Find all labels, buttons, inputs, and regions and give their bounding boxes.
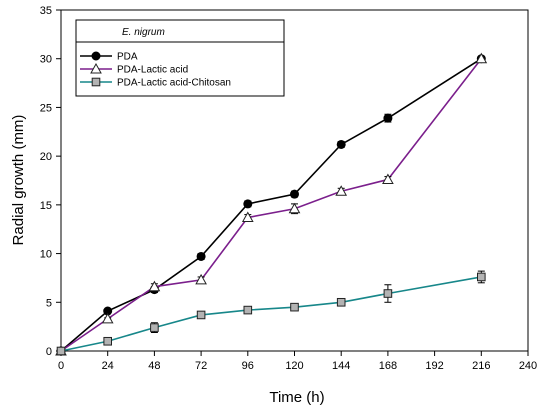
x-tick-label: 0: [58, 360, 64, 372]
y-tick-label: 20: [40, 151, 52, 163]
x-tick-label: 240: [519, 360, 537, 372]
x-tick-label: 144: [332, 360, 350, 372]
legend-label: PDA: [117, 52, 138, 63]
legend-marker: [91, 51, 101, 61]
data-point: [336, 297, 346, 307]
data-point: [150, 323, 159, 332]
legend-box: [75, 19, 285, 97]
legend-marker: [90, 62, 102, 74]
x-tick-label: 48: [148, 360, 160, 372]
data-series: [55, 52, 488, 356]
data-point: [241, 211, 254, 223]
series-line: [60, 276, 482, 352]
x-axis-title: Time (h): [269, 389, 324, 406]
data-point: [195, 273, 207, 285]
legend-entry-3: PDA-Lactic acid-Chitosan: [80, 78, 231, 89]
data-point: [148, 280, 161, 292]
y-tick-label: 5: [46, 297, 52, 309]
data-point: [290, 302, 299, 312]
y-tick-label: 0: [46, 346, 52, 358]
legend-marker: [91, 77, 101, 87]
data-point: [56, 346, 66, 356]
series-2: [55, 52, 488, 356]
data-point: [335, 185, 348, 196]
data-point: [382, 173, 394, 185]
y-tick-label: 30: [40, 54, 52, 66]
y-tick-label: 35: [40, 5, 52, 17]
axes: 0 24 48 72 96 120 144 168 192 216 240 0 5 10 15 20 25 30 3…: [40, 5, 537, 372]
legend-label: PDA-Lactic acid: [117, 65, 188, 76]
data-point: [243, 305, 253, 315]
x-tick-label: 24: [102, 360, 114, 372]
x-tick-label: 120: [285, 360, 303, 372]
data-point: [477, 272, 486, 282]
data-point: [383, 289, 393, 298]
data-point: [103, 336, 113, 346]
legend-entries: PDA PDA-Lactic acid PDA-Lactic acid-Chitos…: [80, 51, 231, 89]
y-axis-title: Radial growth (mm): [10, 115, 27, 246]
x-tick-label: 96: [242, 360, 254, 372]
y-tick-label: 10: [40, 249, 52, 261]
x-tick-label: 168: [379, 360, 397, 372]
data-point: [196, 251, 206, 261]
data-point: [290, 189, 299, 199]
data-point: [243, 199, 253, 209]
data-point: [475, 52, 488, 64]
data-point: [196, 310, 206, 320]
data-point: [288, 202, 301, 214]
data-point: [101, 312, 114, 324]
data-point: [383, 113, 393, 123]
series-line: [60, 58, 482, 352]
x-tick-label: 192: [425, 360, 443, 372]
x-tick-label: 216: [472, 360, 490, 372]
legend-entry-1: PDA: [80, 51, 138, 63]
x-tick-label: 72: [195, 360, 207, 372]
legend-entry-2: PDA-Lactic acid: [80, 62, 188, 76]
legend-title: E. nigrum: [122, 27, 165, 38]
y-tick-label: 15: [40, 200, 52, 212]
legend: E. nigrum PDA PDA-Lactic acid PDA-Lactic a…: [75, 19, 285, 97]
series-3: [56, 270, 486, 356]
legend-label: PDA-Lactic acid-Chitosan: [117, 78, 231, 89]
data-point: [336, 139, 346, 149]
y-tick-label: 25: [40, 102, 52, 114]
